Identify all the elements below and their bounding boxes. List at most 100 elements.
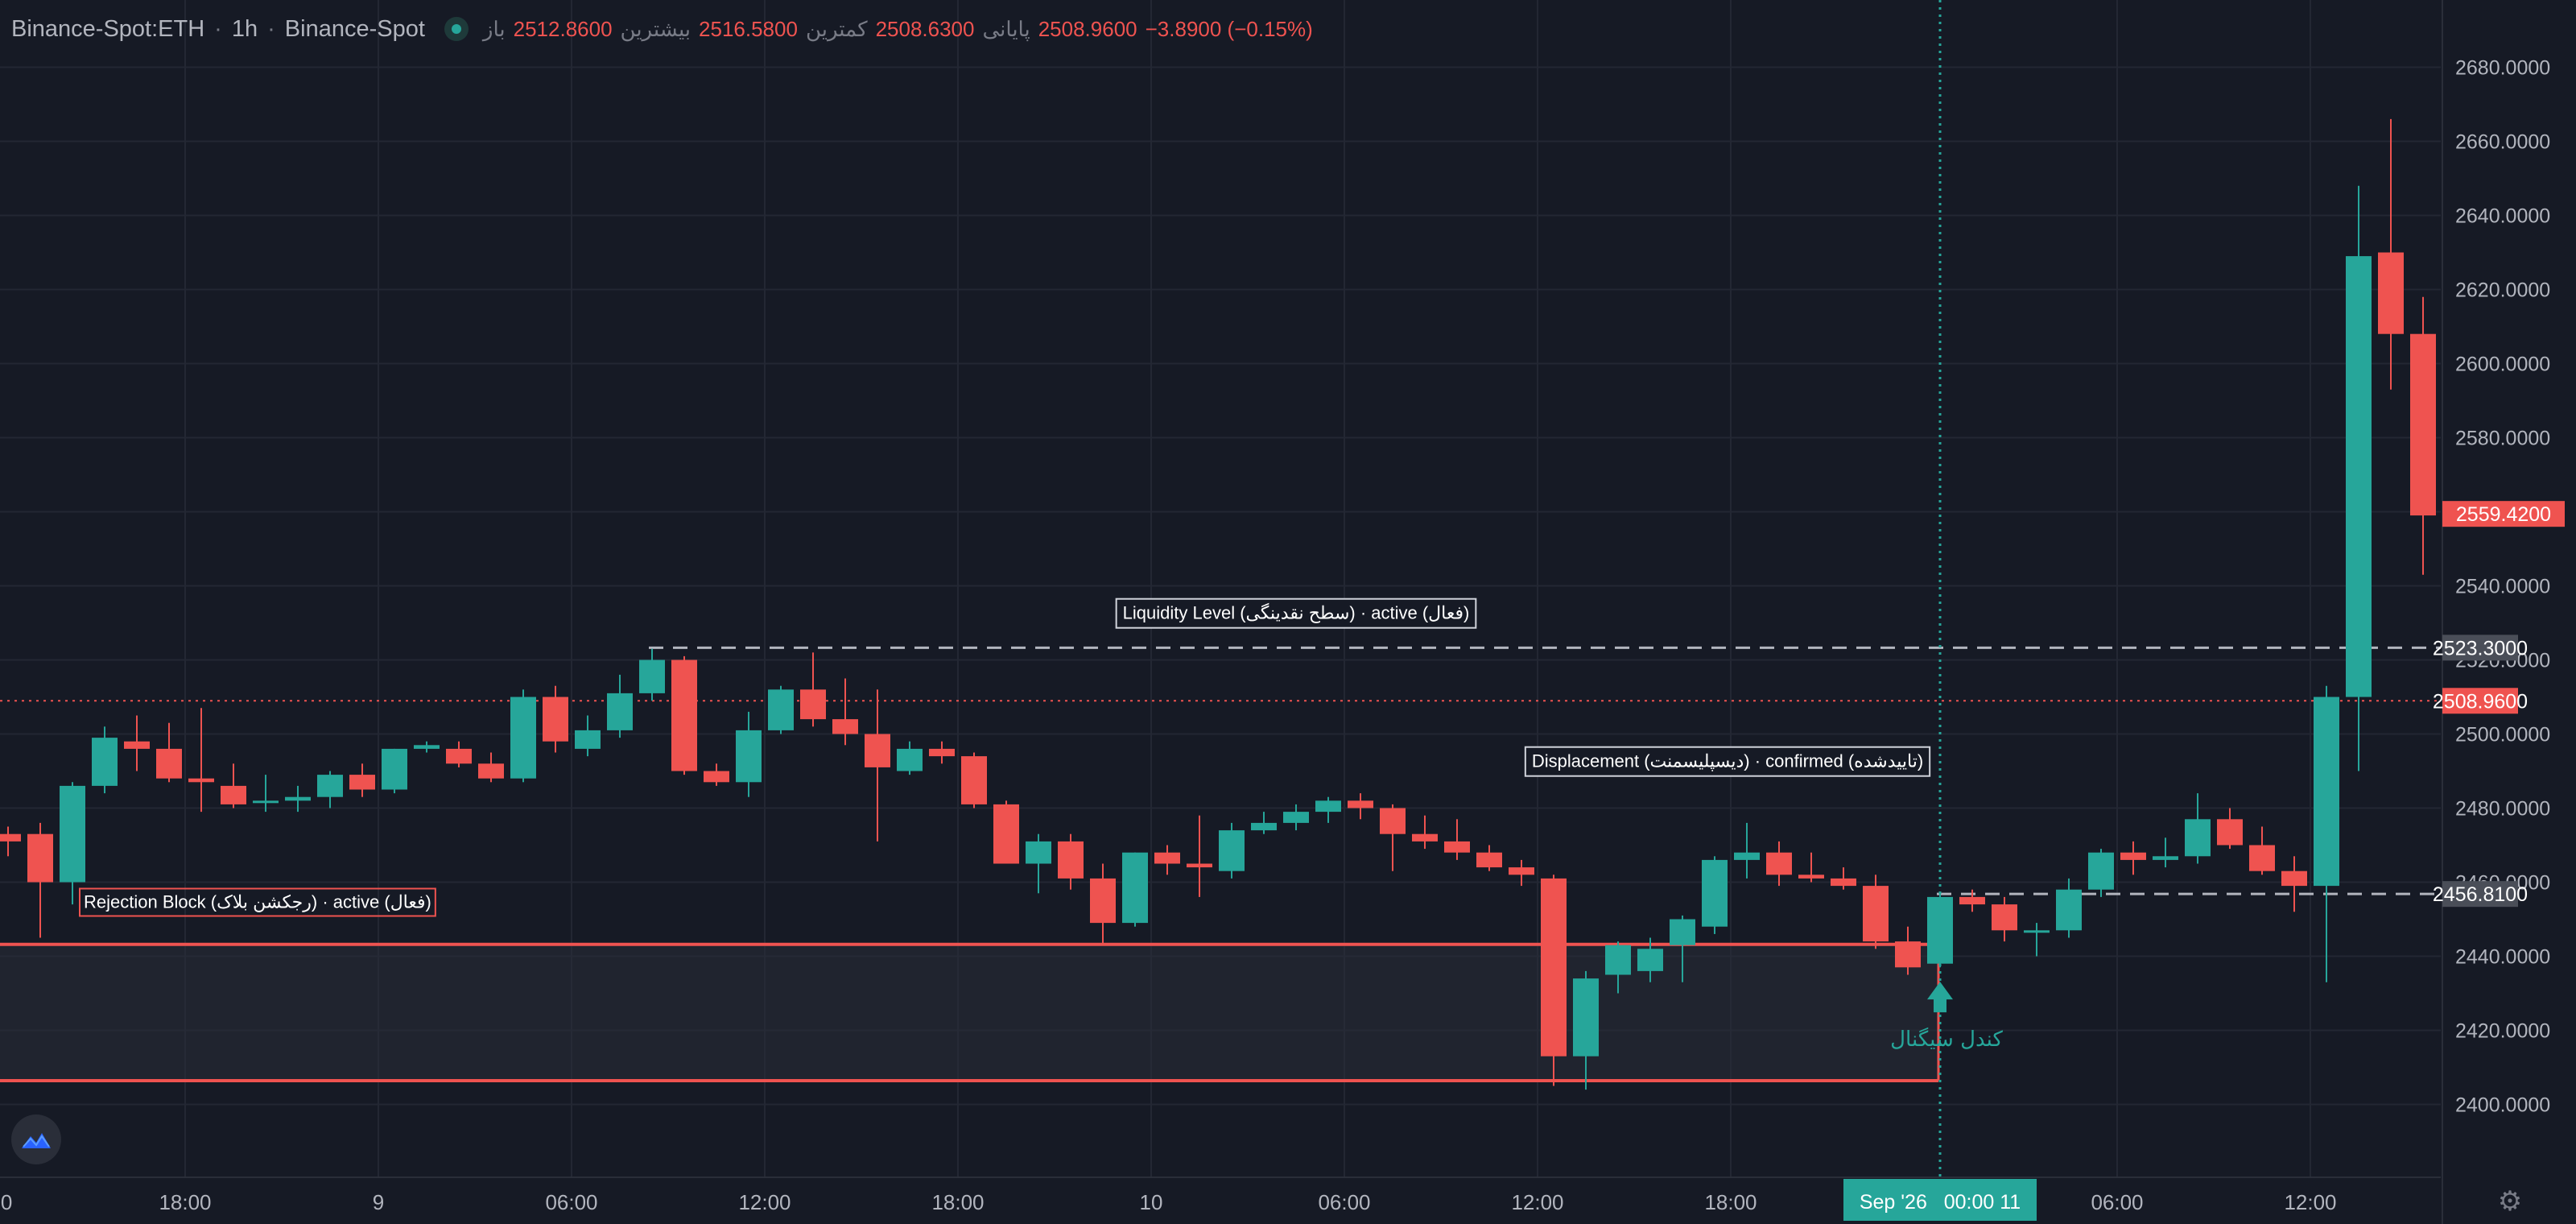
candlestick-series[interactable] — [0, 118, 2436, 1090]
candle[interactable] — [865, 689, 890, 842]
candle[interactable] — [543, 685, 568, 753]
candle[interactable] — [1412, 815, 1438, 850]
candle[interactable] — [1895, 926, 1921, 975]
candle[interactable] — [446, 741, 472, 767]
candle[interactable] — [704, 763, 729, 786]
candle[interactable] — [1605, 941, 1631, 994]
candle[interactable] — [1444, 819, 1470, 860]
price-axis[interactable]: 2680.0000 2660.0000 2640.0000 2620.0000 2600… — [2433, 0, 2565, 1224]
candle[interactable] — [1927, 893, 1953, 968]
candle-body — [285, 796, 311, 801]
candle[interactable] — [2185, 793, 2211, 864]
gear-icon[interactable]: ⚙ — [2497, 1186, 2523, 1217]
y-tick-label: 2420.0000 — [2455, 1020, 2550, 1043]
rejection-block-label-box — [79, 887, 436, 917]
candle[interactable] — [1670, 915, 1695, 982]
candle[interactable] — [2088, 849, 2114, 897]
candle[interactable] — [92, 726, 118, 794]
candle[interactable] — [414, 741, 440, 753]
annotation-label[interactable]: Liquidity Level (سطح نقدینگی) · active (… — [1123, 603, 1470, 624]
candle[interactable] — [1734, 822, 1760, 879]
candle[interactable] — [1380, 804, 1406, 871]
candle[interactable] — [897, 741, 923, 775]
y-tick-label: 2400.0000 — [2455, 1094, 2550, 1117]
candle[interactable] — [1702, 856, 1728, 934]
candle[interactable] — [478, 752, 504, 783]
candle[interactable] — [671, 655, 697, 775]
last-price-badge — [2442, 501, 2565, 527]
candle[interactable] — [2281, 856, 2307, 912]
candle[interactable] — [1509, 859, 1534, 887]
candle[interactable] — [800, 652, 826, 727]
candle[interactable] — [1187, 815, 1212, 897]
candle[interactable] — [1090, 863, 1116, 945]
candle[interactable] — [2153, 837, 2178, 868]
candle[interactable] — [639, 648, 665, 701]
candle[interactable] — [0, 826, 21, 857]
candle[interactable] — [1541, 875, 1567, 1086]
candle[interactable] — [1026, 833, 1051, 894]
chart-annotations[interactable]: Rejection Block (رجکشن بلاک) · active (ف… — [79, 598, 2003, 1052]
candle[interactable] — [1959, 889, 1985, 912]
rejection-block-label[interactable]: Rejection Block (رجکشن بلاک) · active (ف… — [84, 892, 431, 913]
candle-body — [1766, 852, 1792, 875]
candle[interactable] — [349, 763, 375, 797]
candle[interactable] — [575, 715, 601, 757]
candle-body — [1251, 822, 1277, 831]
candle[interactable] — [1476, 845, 1502, 871]
candle[interactable] — [961, 752, 987, 808]
annotation-label[interactable]: Displacement (دیسپلیسمنت) · confirmed (ت… — [1532, 751, 1923, 772]
candle[interactable] — [285, 785, 311, 813]
candle[interactable] — [1251, 812, 1277, 834]
candle[interactable] — [188, 708, 214, 813]
candle[interactable] — [2314, 685, 2339, 982]
candle[interactable] — [1283, 804, 1309, 831]
symbol-name[interactable]: Binance-Spot:ETH — [11, 15, 205, 42]
candle[interactable] — [124, 715, 150, 771]
candle[interactable] — [1831, 867, 1856, 890]
candle[interactable] — [736, 711, 762, 797]
candle[interactable] — [253, 775, 279, 813]
candle-body — [2281, 870, 2307, 887]
candle[interactable] — [2120, 841, 2146, 875]
candle[interactable] — [1058, 833, 1084, 890]
candle[interactable] — [317, 771, 343, 808]
timeframe-label[interactable]: 1h — [231, 15, 258, 42]
candle[interactable] — [221, 763, 246, 808]
symbol-header: Binance-Spot:ETH · 1h · Binance-Spot باز… — [11, 13, 1313, 45]
candle[interactable] — [156, 722, 182, 783]
price-level-badge-text: 2523.3000 — [2433, 637, 2528, 660]
candle[interactable] — [2024, 923, 2050, 957]
candle[interactable] — [1863, 875, 1889, 949]
candle[interactable] — [382, 748, 407, 794]
candle[interactable] — [2249, 826, 2275, 875]
candle[interactable] — [1348, 793, 1373, 820]
candle[interactable] — [1766, 841, 1792, 887]
candle[interactable] — [27, 822, 53, 938]
candle[interactable] — [832, 678, 858, 746]
candle[interactable] — [929, 741, 955, 764]
candle[interactable] — [2378, 118, 2404, 390]
candle[interactable] — [1798, 852, 1824, 883]
time-axis[interactable]: 2:00 18:00 9 06:00 12:00 18:00 10 06:00 12:00 18:… — [0, 1176, 2441, 1221]
candle[interactable] — [1637, 937, 1663, 982]
candle[interactable] — [510, 689, 536, 783]
candle[interactable] — [2346, 185, 2372, 771]
candle[interactable] — [60, 782, 85, 905]
candle[interactable] — [1573, 970, 1599, 1090]
price-level-badge — [2442, 881, 2518, 908]
logo-icon[interactable] — [11, 1114, 61, 1164]
candle[interactable] — [2410, 296, 2436, 575]
candle[interactable] — [768, 685, 794, 734]
candle[interactable] — [1122, 852, 1148, 927]
candle[interactable] — [607, 674, 633, 738]
candle[interactable] — [993, 800, 1019, 864]
candle[interactable] — [2217, 808, 2243, 850]
candle[interactable] — [1315, 796, 1341, 823]
candle[interactable] — [1154, 845, 1180, 875]
candle[interactable] — [2056, 878, 2082, 938]
candle-body — [478, 763, 504, 779]
candle[interactable] — [1219, 822, 1245, 879]
candle[interactable] — [1992, 896, 2017, 942]
